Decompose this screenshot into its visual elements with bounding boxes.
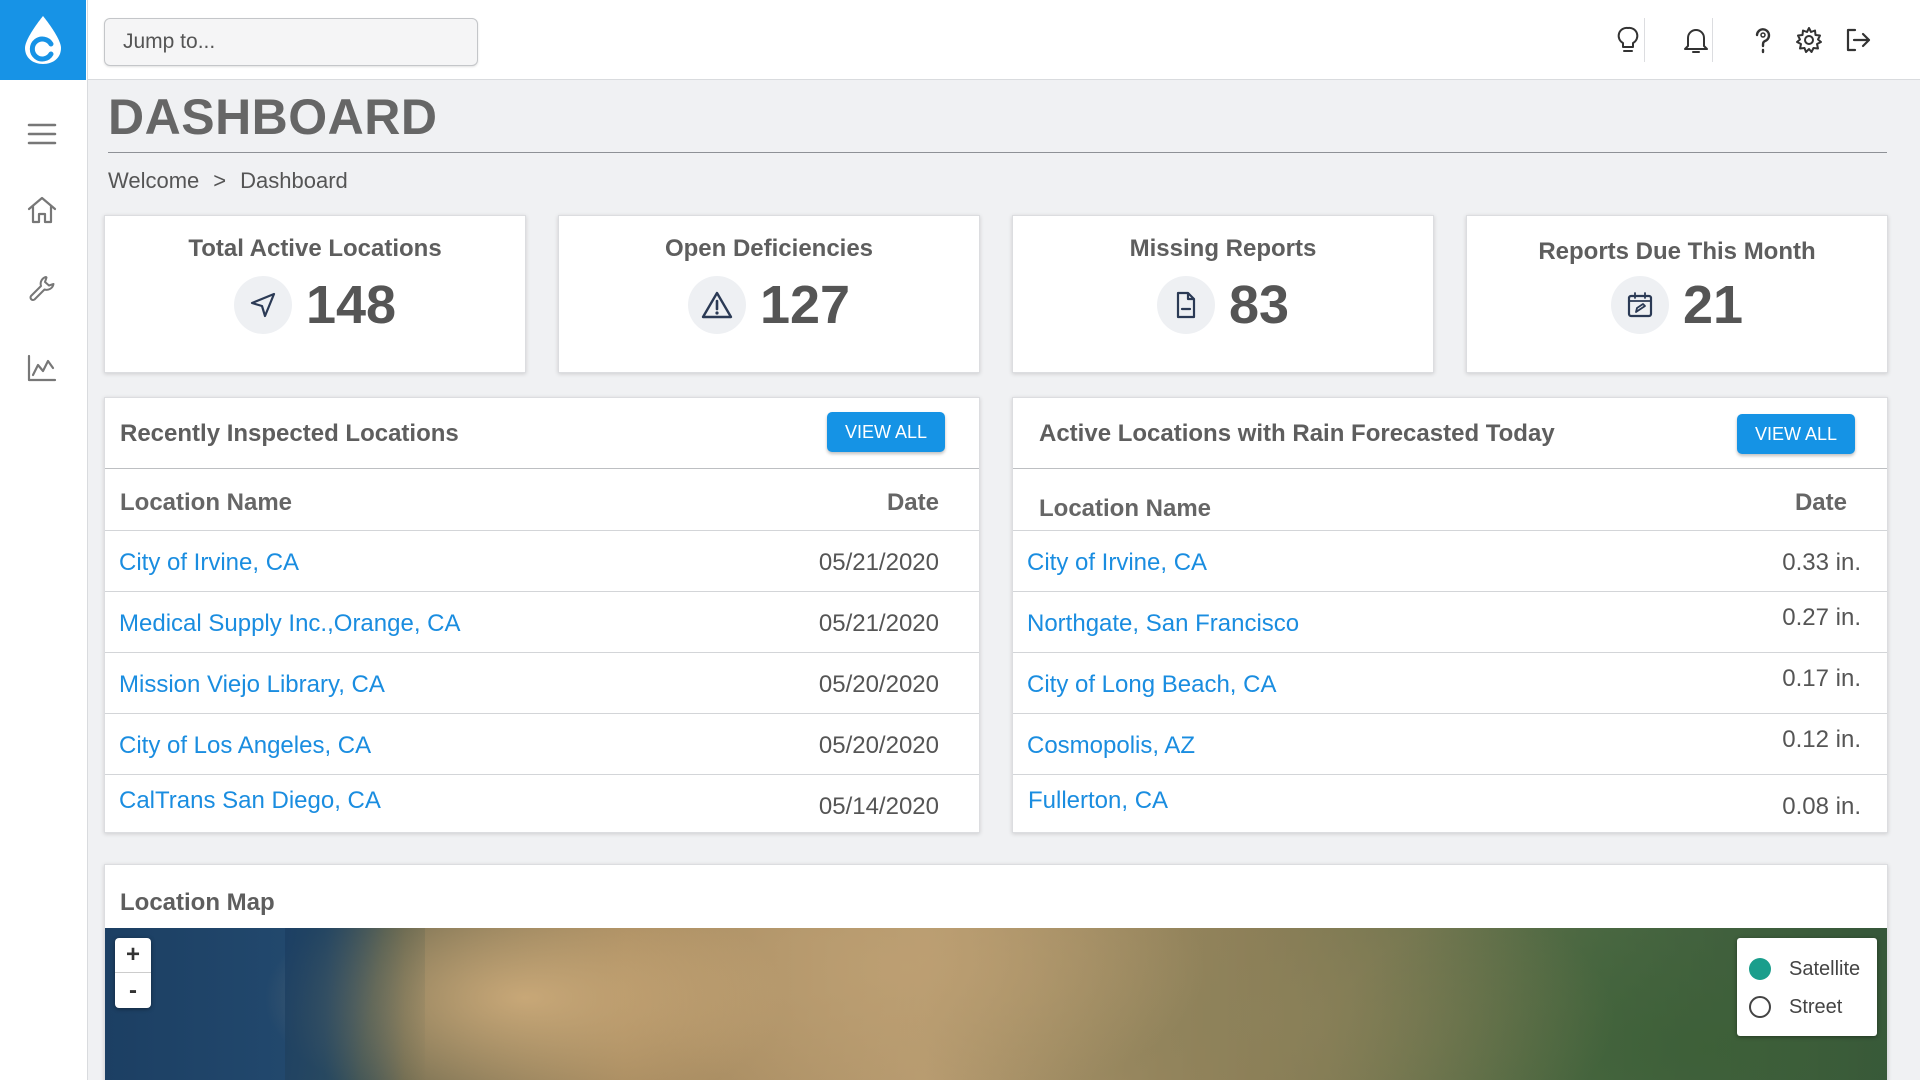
zoom-control: + - [115, 938, 151, 1008]
warning-triangle-icon [687, 276, 746, 334]
table-row[interactable]: Northgate, San Francisco 0.27 in. [1013, 592, 1887, 653]
sidebar [0, 0, 88, 1080]
rain-amount: 0.17 in. [1782, 665, 1861, 692]
location-link[interactable]: Cosmopolis, AZ [1027, 732, 1196, 759]
inspection-date: 05/21/2020 [818, 610, 939, 637]
breadcrumb-separator: > [213, 168, 227, 193]
stat-card-missing-reports[interactable]: Missing Reports 83 [1012, 215, 1434, 373]
stat-value: 148 [305, 275, 397, 335]
location-link[interactable]: City of Irvine, CA [119, 549, 300, 576]
panel-title: Location Map [120, 889, 275, 916]
stat-value: 83 [1228, 275, 1290, 335]
rain-amount: 0.12 in. [1782, 726, 1861, 753]
recently-inspected-panel: Recently Inspected Locations VIEW ALL Lo… [104, 397, 980, 833]
jump-to-search-input[interactable] [104, 18, 478, 66]
table-body: City of Irvine, CA 05/21/2020 Medical Su… [105, 531, 979, 834]
layer-label: Satellite [1789, 957, 1861, 980]
map-layer-selector: Satellite Street [1737, 938, 1877, 1036]
stat-label: Total Active Locations [188, 235, 442, 262]
stat-label: Reports Due This Month [1538, 238, 1816, 265]
rain-forecast-panel: Active Locations with Rain Forecasted To… [1012, 397, 1888, 833]
table-row[interactable]: Mission Viejo Library, CA 05/20/2020 [105, 653, 979, 714]
stat-card-open-deficiencies[interactable]: Open Deficiencies 127 [558, 215, 980, 373]
map-coastline [285, 928, 425, 1080]
table-row[interactable]: Medical Supply Inc.,Orange, CA 05/21/202… [105, 592, 979, 653]
top-bar [88, 0, 1920, 80]
logout-icon[interactable] [1840, 22, 1876, 58]
inspection-date: 05/20/2020 [818, 671, 939, 698]
stat-value: 21 [1682, 275, 1744, 335]
location-link[interactable]: City of Los Angeles, CA [119, 732, 372, 759]
breadcrumb-dashboard: Dashboard [240, 168, 348, 193]
location-link[interactable]: Mission Viejo Library, CA [119, 671, 385, 698]
column-header-location-name[interactable]: Location Name [1039, 495, 1212, 522]
stat-label: Open Deficiencies [664, 235, 874, 262]
stat-value: 127 [759, 275, 851, 335]
page-title: DASHBOARD [108, 89, 438, 145]
table-row[interactable]: CalTrans San Diego, CA 05/14/2020 [105, 775, 979, 836]
location-map-panel: Location Map + - Satellite Street [104, 864, 1888, 1080]
breadcrumb-welcome[interactable]: Welcome [108, 168, 200, 193]
table-row[interactable]: City of Long Beach, CA 0.17 in. [1013, 653, 1887, 714]
column-header-date[interactable]: Date [1794, 489, 1847, 516]
bell-icon[interactable] [1678, 22, 1714, 58]
table-body: City of Irvine, CA 0.33 in. Northgate, S… [1013, 531, 1887, 834]
location-link[interactable]: Northgate, San Francisco [1027, 610, 1300, 637]
location-link[interactable]: City of Long Beach, CA [1027, 671, 1277, 698]
view-all-rain-button[interactable]: VIEW ALL [1737, 414, 1855, 454]
document-icon [1156, 276, 1215, 334]
satellite-map[interactable]: + - Satellite Street [105, 928, 1887, 1080]
table-row[interactable]: City of Los Angeles, CA 05/20/2020 [105, 714, 979, 775]
lightbulb-icon[interactable] [1610, 22, 1646, 58]
zoom-in-button[interactable]: + [115, 938, 151, 973]
gear-icon[interactable] [1791, 22, 1827, 58]
table-header: Location Name Date [1013, 468, 1887, 531]
location-link[interactable]: Fullerton, CA [1028, 787, 1169, 814]
stat-card-total-active-locations[interactable]: Total Active Locations 148 [104, 215, 526, 373]
zoom-out-button[interactable]: - [115, 973, 151, 1008]
panel-title: Active Locations with Rain Forecasted To… [1039, 420, 1555, 447]
table-row[interactable]: Fullerton, CA 0.08 in. [1013, 775, 1887, 836]
calendar-edit-icon [1610, 276, 1669, 334]
radio-unselected[interactable] [1749, 996, 1771, 1018]
layer-option-street[interactable]: Street [1749, 988, 1865, 1026]
rain-amount: 0.08 in. [1782, 793, 1861, 820]
divider [1644, 18, 1645, 62]
droplet-logo[interactable] [0, 0, 86, 80]
location-link[interactable]: CalTrans San Diego, CA [119, 787, 381, 814]
table-row[interactable]: Cosmopolis, AZ 0.12 in. [1013, 714, 1887, 775]
inspection-date: 05/20/2020 [818, 732, 939, 759]
table-row[interactable]: City of Irvine, CA 05/21/2020 [105, 531, 979, 592]
menu-icon[interactable] [24, 116, 60, 152]
layer-label: Street [1789, 995, 1843, 1018]
inspection-date: 05/14/2020 [818, 793, 939, 820]
view-all-recent-button[interactable]: VIEW ALL [827, 412, 945, 452]
column-header-date[interactable]: Date [886, 489, 939, 516]
stat-card-reports-due-this-month[interactable]: Reports Due This Month 21 [1466, 215, 1888, 373]
help-icon[interactable] [1745, 22, 1781, 58]
location-link[interactable]: Medical Supply Inc.,Orange, CA [119, 610, 461, 637]
layer-option-satellite[interactable]: Satellite [1749, 950, 1865, 988]
radio-selected[interactable] [1749, 958, 1771, 980]
rain-amount: 0.33 in. [1782, 549, 1861, 576]
chart-icon[interactable] [24, 350, 60, 386]
divider [1712, 18, 1713, 62]
navigation-arrow-icon [233, 276, 292, 334]
stat-label: Missing Reports [1129, 235, 1317, 262]
breadcrumb: Welcome > Dashboard [108, 168, 348, 194]
panel-title: Recently Inspected Locations [120, 420, 459, 447]
home-icon[interactable] [24, 192, 60, 228]
table-header: Location Name Date [105, 468, 979, 531]
location-link[interactable]: City of Irvine, CA [1027, 549, 1208, 576]
inspection-date: 05/21/2020 [818, 549, 939, 576]
rain-amount: 0.27 in. [1782, 604, 1861, 631]
table-row[interactable]: City of Irvine, CA 0.33 in. [1013, 531, 1887, 592]
droplet-icon [25, 16, 61, 64]
wrench-icon[interactable] [24, 270, 60, 306]
column-header-location-name[interactable]: Location Name [120, 489, 293, 516]
title-divider [108, 152, 1887, 153]
